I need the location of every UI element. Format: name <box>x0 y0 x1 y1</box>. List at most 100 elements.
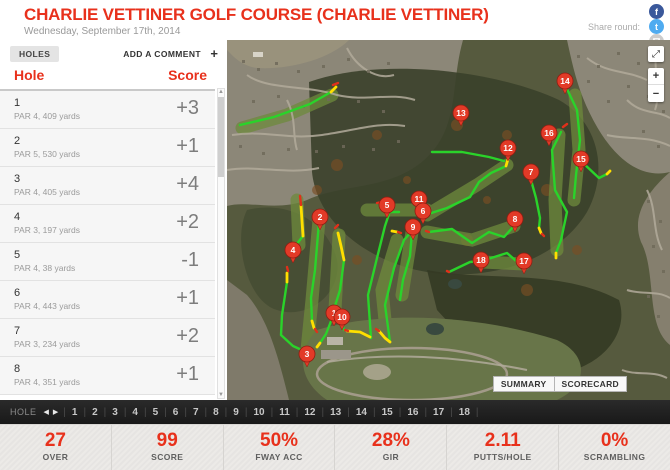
map-hole-marker-13[interactable]: 13 <box>452 104 470 127</box>
map-hole-marker-12[interactable]: 12 <box>499 139 517 162</box>
hole-nav-separator: | <box>295 406 299 418</box>
marker-number: 15 <box>576 154 586 164</box>
marker-number: 16 <box>544 128 554 138</box>
hole-nav-item-12[interactable]: 12 <box>304 406 316 418</box>
stat-label: PUTTS/HOLE <box>473 452 532 462</box>
map-hole-marker-16[interactable]: 16 <box>540 124 558 147</box>
map-hole-marker-7[interactable]: 7 <box>522 163 540 186</box>
hole-row[interactable]: 6 PAR 4, 443 yards +1 <box>0 281 215 319</box>
hole-nav-item-18[interactable]: 18 <box>458 406 470 418</box>
hole-detail: PAR 4, 38 yards <box>14 263 76 273</box>
hole-row[interactable]: 4 PAR 3, 197 yards +2 <box>0 205 215 243</box>
hole-nav-item-10[interactable]: 10 <box>253 406 265 418</box>
hole-nav-item-15[interactable]: 15 <box>381 406 393 418</box>
hole-nav-item-11[interactable]: 11 <box>279 406 290 418</box>
hole-nav-item-13[interactable]: 13 <box>330 406 342 418</box>
hole-row[interactable]: 3 PAR 4, 405 yards +4 <box>0 167 215 205</box>
shot-trail-yellow <box>336 231 346 262</box>
facebook-icon[interactable]: f <box>649 4 664 19</box>
map-hole-marker-14[interactable]: 14 <box>556 72 574 95</box>
hole-nav-item-8[interactable]: 8 <box>213 406 219 418</box>
stat-over: 27 OVER <box>0 425 111 470</box>
shot-trail-red <box>313 327 319 334</box>
map-hole-marker-5[interactable]: 5 <box>378 196 396 219</box>
hole-nav-separator: | <box>204 406 208 418</box>
hole-row[interactable]: 7 PAR 3, 234 yards +2 <box>0 319 215 357</box>
hole-nav-separator: | <box>398 406 402 418</box>
round-stats-bar: 27 OVER 99 SCORE 50% FWAY ACC 28% GIR 2.11 PUTTS/… <box>0 424 670 470</box>
satellite-map[interactable]: 13 14 16 12 15 7 11 5 6 2 8 9 4 18 17 1 10 3 ⤢ + − SUMMAR… <box>227 40 670 400</box>
marker-number: 2 <box>318 212 323 222</box>
hole-nav-item-9[interactable]: 9 <box>233 406 239 418</box>
hole-row[interactable]: 5 PAR 4, 38 yards -1 <box>0 243 215 281</box>
hole-nav-item-2[interactable]: 2 <box>92 406 98 418</box>
stat-value: 27 <box>44 430 66 451</box>
hole-nav-separator: | <box>63 406 66 418</box>
map-fullscreen-button[interactable]: ⤢ <box>648 46 664 62</box>
marker-number: 18 <box>476 255 486 265</box>
map-hole-marker-2[interactable]: 2 <box>311 208 329 231</box>
shot-trail-yellow <box>329 85 338 94</box>
column-header-score: Score <box>168 67 207 83</box>
add-comment-plus-icon[interactable]: + <box>210 46 218 61</box>
map-hole-marker-10[interactable]: 10 <box>333 308 351 331</box>
shot-trail-green <box>565 87 582 200</box>
hole-next-arrow-icon[interactable]: ▶ <box>52 409 59 416</box>
hole-nav-separator: | <box>244 406 248 418</box>
marker-number: 13 <box>456 108 466 118</box>
hole-row[interactable]: 2 PAR 5, 530 yards +1 <box>0 129 215 167</box>
stat-label: SCORE <box>151 452 184 462</box>
hole-score: +1 <box>176 287 199 309</box>
hole-prev-arrow-icon[interactable]: ◀ <box>43 409 49 416</box>
twitter-icon[interactable]: t <box>649 19 664 34</box>
shot-trail-green <box>309 220 321 323</box>
map-hole-marker-18[interactable]: 18 <box>472 251 490 274</box>
scrollbar-thumb[interactable] <box>218 97 224 177</box>
map-hole-marker-17[interactable]: 17 <box>515 252 533 275</box>
map-terrain-ponds <box>426 279 462 335</box>
hole-nav-item-17[interactable]: 17 <box>433 406 445 418</box>
shot-trail-yellow <box>537 226 543 235</box>
shot-trail-yellow <box>299 204 305 238</box>
hole-nav-item-16[interactable]: 16 <box>407 406 419 418</box>
hole-number: 3 <box>14 173 21 185</box>
map-hole-marker-3[interactable]: 3 <box>298 345 316 368</box>
hole-nav-item-7[interactable]: 7 <box>192 406 199 418</box>
scrollbar-up-arrow-icon[interactable]: ▲ <box>218 89 224 95</box>
hole-nav-item-5[interactable]: 5 <box>152 406 159 418</box>
hole-nav-item-6[interactable]: 6 <box>172 406 179 418</box>
map-hole-marker-4[interactable]: 4 <box>284 241 302 264</box>
map-hole-marker-15[interactable]: 15 <box>572 150 590 173</box>
holes-list-scrollbar[interactable]: ▲ ▼ <box>217 88 225 399</box>
shot-trail-green <box>366 212 391 340</box>
plus-icon: + <box>652 70 660 82</box>
hole-nav-item-4[interactable]: 4 <box>132 406 138 418</box>
map-zoom-out-button[interactable]: − <box>648 85 664 102</box>
hole-nav-separator: | <box>83 406 87 418</box>
map-zoom-in-button[interactable]: + <box>648 68 664 85</box>
hole-score: +3 <box>176 97 199 119</box>
add-comment-button[interactable]: ADD A COMMENT <box>123 49 201 59</box>
hole-nav-item-3[interactable]: 3 <box>112 406 118 418</box>
shot-trail-green <box>279 280 306 353</box>
stat-putts-hole: 2.11 PUTTS/HOLE <box>446 425 558 470</box>
hole-detail: PAR 3, 234 yards <box>14 339 80 349</box>
map-hole-marker-8[interactable]: 8 <box>506 210 524 233</box>
shot-trail-green <box>318 314 335 345</box>
scrollbar-down-arrow-icon[interactable]: ▼ <box>218 392 224 398</box>
hole-detail: PAR 4, 443 yards <box>14 301 80 311</box>
marker-number: 17 <box>519 256 529 266</box>
scorecard-button[interactable]: SCORECARD <box>554 376 627 392</box>
hole-nav-item-14[interactable]: 14 <box>355 406 367 418</box>
map-hole-marker-9[interactable]: 9 <box>404 218 422 241</box>
stat-scrambling: 0% SCRAMBLING <box>558 425 670 470</box>
marker-number: 9 <box>411 222 416 232</box>
hole-nav-separator: | <box>372 406 376 418</box>
summary-button[interactable]: SUMMARY <box>492 376 555 392</box>
hole-row[interactable]: 8 PAR 4, 351 yards +1 <box>0 357 215 395</box>
hole-row[interactable]: 1 PAR 4, 409 yards +3 <box>0 91 215 129</box>
hole-nav-item-1[interactable]: 1 <box>71 406 78 418</box>
tab-holes[interactable]: HOLES <box>10 46 60 62</box>
map-hole-marker-6[interactable]: 6 <box>414 202 432 225</box>
